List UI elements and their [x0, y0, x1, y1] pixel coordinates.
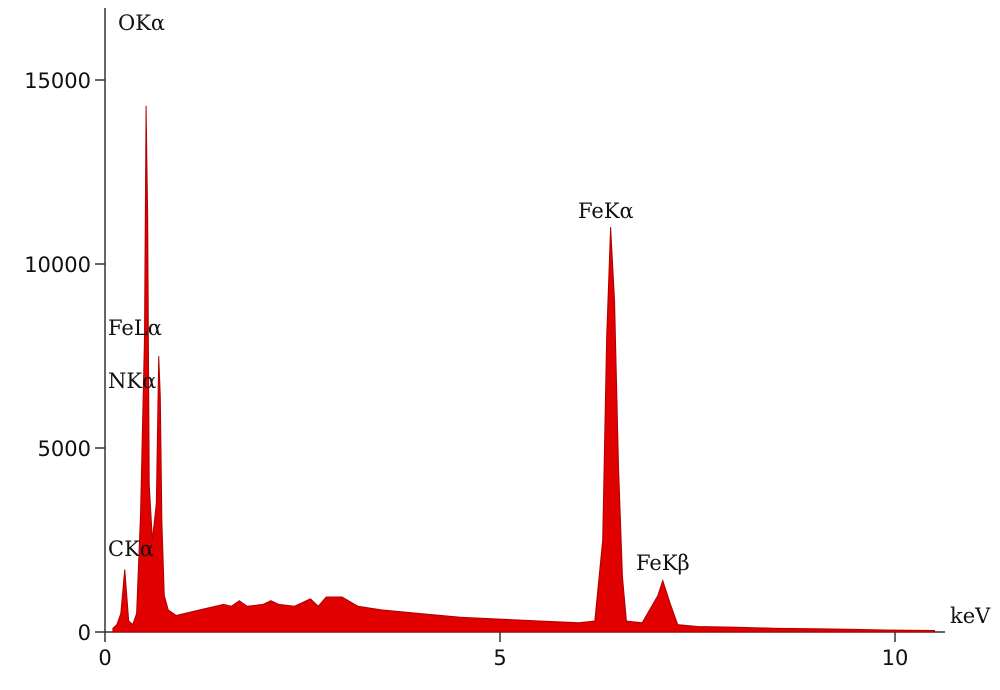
y-tick-label: 10000	[24, 253, 91, 277]
peak-label: CKα	[108, 537, 154, 561]
peak-label: FeLα	[108, 316, 162, 340]
x-tick-label: 0	[98, 646, 111, 670]
peak-label: FeKβ	[636, 551, 690, 575]
peak-label: FeKα	[578, 199, 634, 223]
y-tick-label: 5000	[38, 437, 91, 461]
peak-label: NKα	[108, 369, 156, 393]
peak-label: OKα	[118, 11, 165, 35]
y-tick-label: 15000	[24, 69, 91, 93]
spectrum-area	[112, 105, 935, 633]
y-tick-label: 0	[78, 621, 91, 645]
x-axis-label: keV	[950, 604, 991, 628]
x-tick-label: 5	[493, 646, 506, 670]
x-tick-label: 10	[882, 646, 909, 670]
